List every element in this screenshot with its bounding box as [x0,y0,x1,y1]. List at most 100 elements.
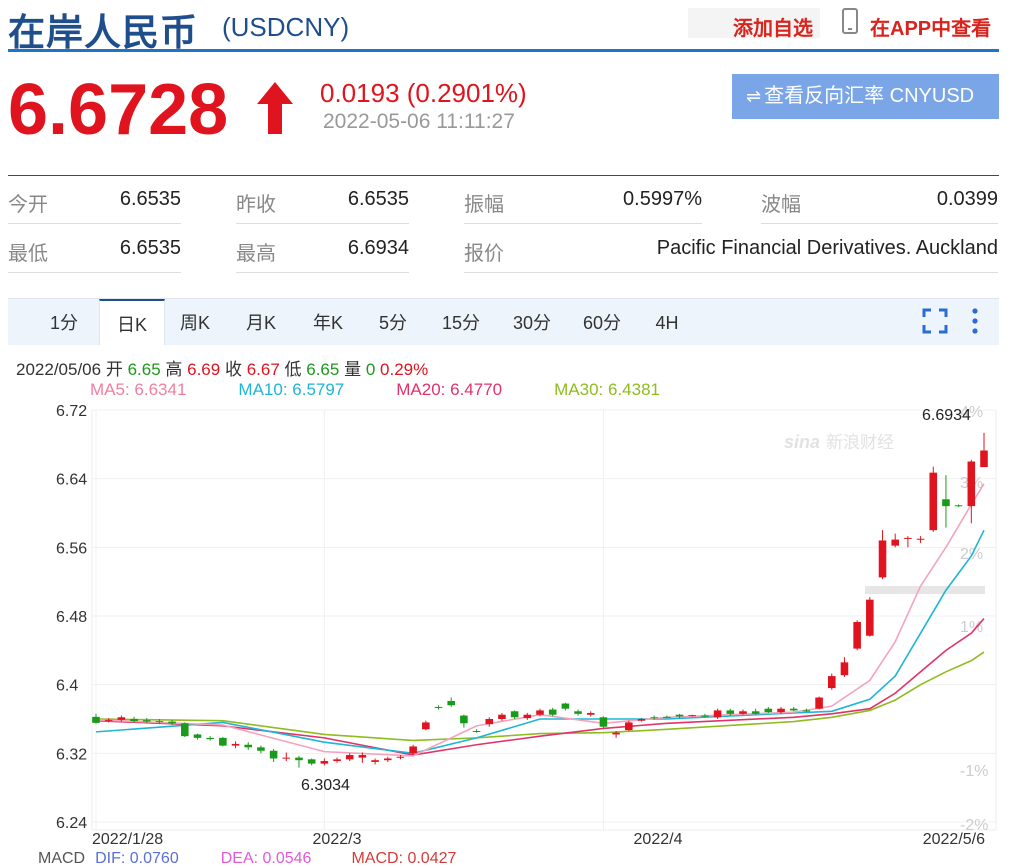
candle-body [181,723,189,737]
candle-body [916,538,925,540]
candle-body [383,758,392,761]
candle-body [498,714,506,719]
candle-body [130,719,138,722]
candle-body [422,722,430,730]
pct-tick-label: 1% [960,619,983,636]
tab-10[interactable]: 4H [655,313,679,333]
y-tick-label: 6.56 [56,540,87,557]
quote-time: 2022-05-06 11:11:27 [323,110,515,133]
info-close-label: 收 [224,360,242,379]
candle-body [726,710,735,714]
ma20-line [95,618,985,756]
stats-top-divider [8,175,999,176]
info-open-label: 开 [105,360,123,379]
candle-body [904,537,912,539]
ma-legend-item: MA20: 6.4770 [396,380,503,399]
candle-body [307,759,316,764]
candle-body [840,662,849,676]
candle-body [853,622,861,649]
candle-body [891,539,899,546]
up-arrow-icon [255,80,295,141]
stat-underline [464,272,998,273]
tab-4[interactable]: 月K [245,313,276,333]
stat-underline [236,223,409,224]
max-annotation: 6.6934 [922,407,971,424]
candle-body [675,714,684,717]
phone-icon[interactable] [842,8,858,34]
price-band [865,586,985,594]
macd-legend-item: DIF: 0.0760 [95,850,179,867]
page-title: 在岸人民币 [8,12,198,53]
current-price: 6.6728 [8,70,229,150]
tab-1[interactable]: 1分 [49,313,78,333]
reverse-rate-label: 查看反向汇率 CNYUSD [764,85,975,107]
stat-label: 振幅 [464,194,504,216]
stat-value: 0.5997% [623,188,702,210]
candle-body [409,746,417,754]
candle-body [942,499,950,507]
add-favorite-button-bg[interactable] [688,8,820,38]
x-tick-label: 2022/3 [313,831,362,848]
candle-body [269,750,278,759]
tab-7[interactable]: 15分 [441,313,481,333]
stat-label: 昨收 [236,194,276,216]
reverse-rate-button[interactable]: ⇌ 查看反向汇率 CNYUSD [732,74,999,119]
candle-body [701,715,709,717]
tab-8[interactable]: 30分 [512,313,552,333]
tab-2[interactable]: 日K [99,299,165,345]
candle-body [574,711,582,714]
stat-underline [236,272,409,273]
candle-body [142,720,151,722]
candle-body [231,743,240,746]
stat-underline [8,272,181,273]
candle-body [155,721,164,723]
stat-value: 6.6535 [119,188,181,210]
macd-legend-item: MACD [38,850,86,867]
candle-body [358,755,367,758]
y-tick-label: 6.24 [56,815,87,832]
candle-body [510,711,519,718]
y-tick-label: 6.32 [56,746,87,763]
candle-body [219,737,227,746]
y-tick-label: 6.4 [56,678,78,695]
candle-body [561,703,570,709]
candle-body [650,717,658,719]
add-favorite-button[interactable]: 添加自选 [733,18,813,40]
tab-3[interactable]: 周K [179,313,210,333]
min-annotation: 6.3034 [301,777,350,794]
more-options-icon[interactable] [970,307,980,340]
ma-legend-item: MA10: 6.5797 [238,380,345,399]
y-tick-label: 6.48 [56,609,87,626]
candle-body [244,744,253,748]
candle-body [777,708,785,713]
info-high: 6.69 [187,360,221,379]
view-in-app-link[interactable]: 在APP中查看 [870,18,992,40]
ma-legend-item: MA5: 6.6341 [90,380,187,399]
candle-body [929,472,938,531]
ma30-line [95,651,985,742]
info-high-label: 高 [165,360,183,379]
swap-icon: ⇌ [746,86,762,106]
candlestick-chart[interactable]: 6.726.646.566.486.46.326.244%3%2%1%-1%-2… [0,396,1009,850]
candle-body [523,714,532,719]
info-open: 6.65 [127,360,161,379]
candle-body [295,757,303,761]
y-tick-label: 6.64 [56,472,87,489]
macd-legend-item: MACD: 0.0427 [351,850,457,867]
candle-body [434,706,443,708]
info-low: 6.65 [306,360,340,379]
candle-body [193,734,202,738]
tab-5[interactable]: 年K [312,313,343,333]
stat-label: 最高 [236,243,276,265]
candle-body [117,717,126,720]
candle-body [789,708,798,711]
macd-legend: MACD DIF: 0.0760 DEA: 0.0546 MACD: 0.0427 [38,850,456,868]
tab-6[interactable]: 5分 [378,313,407,333]
tab-9[interactable]: 60分 [582,313,622,333]
stat-label: 今开 [8,194,48,216]
candle-body [954,505,963,507]
candle-body [612,732,620,735]
fullscreen-icon[interactable] [922,308,948,339]
watermark-text: 新浪财经 [826,433,894,453]
candle-body [282,757,291,759]
